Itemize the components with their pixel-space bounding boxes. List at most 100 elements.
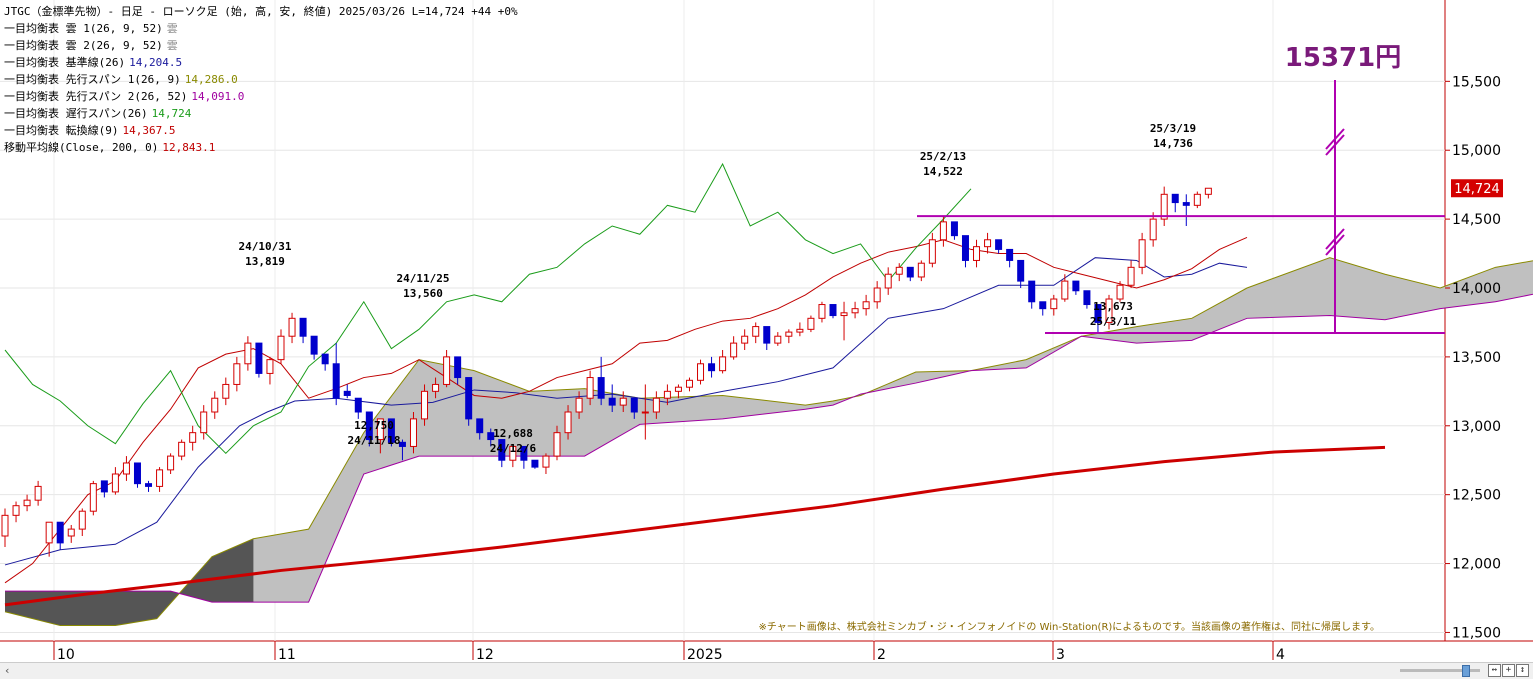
zoom-fit-icon[interactable]: ↔ (1488, 664, 1501, 677)
peak-label-line1: 25/3/19 (1150, 122, 1196, 135)
senkou-span-2-line (5, 293, 1533, 603)
candle-body (520, 445, 528, 461)
candle-body (697, 363, 705, 381)
candle-body (973, 246, 981, 261)
candle-body (56, 521, 64, 544)
candle-body (807, 317, 815, 330)
candle-body (476, 418, 484, 434)
candle-body (564, 411, 572, 434)
candle-body (730, 342, 738, 358)
candle-body (1149, 218, 1157, 241)
candle-body (663, 390, 671, 399)
candle-body (12, 505, 20, 516)
horizontal-scrollbar[interactable]: ‹ ↔ + ↕ (0, 662, 1533, 679)
candle-body (851, 308, 859, 314)
candle-body (498, 439, 506, 461)
candle-body (685, 379, 693, 388)
y-tick-label: 14,500 (1452, 212, 1501, 228)
candle-body (917, 262, 925, 278)
zoom-slider-track[interactable] (1400, 669, 1480, 672)
candle-body (288, 317, 296, 337)
y-tick-label: 15,500 (1452, 74, 1501, 90)
legend-value: 雲 (166, 39, 178, 52)
scroll-left-icon[interactable]: ‹ (4, 664, 11, 677)
candle-body (200, 411, 208, 434)
y-tick-label: 13,500 (1452, 350, 1501, 366)
peak-label-line2: 14,522 (923, 165, 963, 178)
candle-body (332, 363, 340, 399)
candle-body (1072, 280, 1080, 292)
candle-body (1160, 193, 1168, 220)
candle-body (255, 342, 263, 374)
candle-body (950, 221, 958, 237)
candle-body (233, 363, 241, 385)
candle-body (708, 363, 716, 372)
candle-body (575, 397, 583, 413)
candle-body (1017, 259, 1025, 282)
legend-line: 移動平均線(Close, 200, 0) 12,843.1 (4, 139, 518, 156)
candle-body (299, 317, 307, 337)
candle-body (167, 455, 175, 471)
candle-body (454, 356, 462, 379)
legend-label: 一目均衡表 転換線(9) (4, 124, 119, 137)
y-tick-label: 12,500 (1452, 488, 1501, 504)
zoom-in-icon[interactable]: + (1502, 664, 1515, 677)
candle-body (553, 432, 561, 457)
x-tick-label: 2025 (687, 647, 723, 663)
candle-body (387, 418, 395, 443)
candle-body (928, 239, 936, 264)
candle-body (796, 328, 804, 333)
legend-line: 一目均衡表 雲 1(26, 9, 52) 雲 (4, 20, 518, 37)
legend-title: JTGC（金標準先物）- 日足 - ローソク足 (始, 高, 安, 終値) 20… (4, 5, 518, 18)
candle-body (531, 459, 539, 468)
candle-body (984, 239, 992, 248)
legend-value: 14,204.5 (129, 56, 183, 69)
break-mark (1325, 234, 1345, 256)
candle-body (45, 521, 53, 544)
legend-value: 12,843.1 (162, 141, 216, 154)
candle-body (189, 432, 197, 443)
candle-body (1127, 266, 1135, 286)
break-mark (1325, 128, 1345, 150)
candle-body (630, 397, 638, 413)
candle-body (343, 390, 351, 396)
legend-line: 一目均衡表 先行スパン 2(26, 52) 14,091.0 (4, 88, 518, 105)
candle-body (895, 266, 903, 275)
candle-body (266, 359, 274, 374)
candle-body (873, 287, 881, 303)
peak-label-line1: 24/10/31 (239, 240, 292, 253)
candle-body (840, 312, 848, 317)
candle-body (409, 418, 417, 447)
candle-body (1105, 298, 1113, 323)
legend-label: 移動平均線(Close, 200, 0) (4, 141, 159, 154)
x-tick-label: 12 (476, 647, 494, 663)
indicator-legend: JTGC（金標準先物）- 日足 - ローソク足 (始, 高, 安, 終値) 20… (4, 3, 518, 156)
candle-body (674, 386, 682, 392)
candle-body (1094, 304, 1102, 323)
peak-label-line1: 12,688 (493, 427, 533, 440)
candle-body (122, 462, 130, 475)
zoom-slider-thumb[interactable] (1462, 665, 1470, 677)
ichimoku-cloud (5, 257, 1533, 626)
candle-body (78, 510, 86, 530)
y-tick-label: 13,000 (1452, 419, 1501, 435)
candle-body (277, 335, 285, 361)
candle-body (1182, 202, 1190, 206)
candle-body (111, 473, 119, 493)
zoom-out-icon[interactable]: ↕ (1516, 664, 1529, 677)
candle-body (652, 397, 660, 413)
candle-body (939, 221, 947, 241)
candle-body (906, 266, 914, 278)
candle-body (421, 390, 429, 420)
chikou-line (4, 162, 972, 455)
legend-label: 一目均衡表 先行スパン 2(26, 52) (4, 90, 188, 103)
candle-body (774, 335, 782, 344)
candle-body (1193, 193, 1201, 206)
candle-body (34, 485, 42, 501)
tenkan-line (4, 236, 1248, 584)
candle-body (608, 397, 616, 406)
legend-line: 一目均衡表 先行スパン 1(26, 9) 14,286.0 (4, 71, 518, 88)
x-tick-label: 11 (278, 647, 296, 663)
